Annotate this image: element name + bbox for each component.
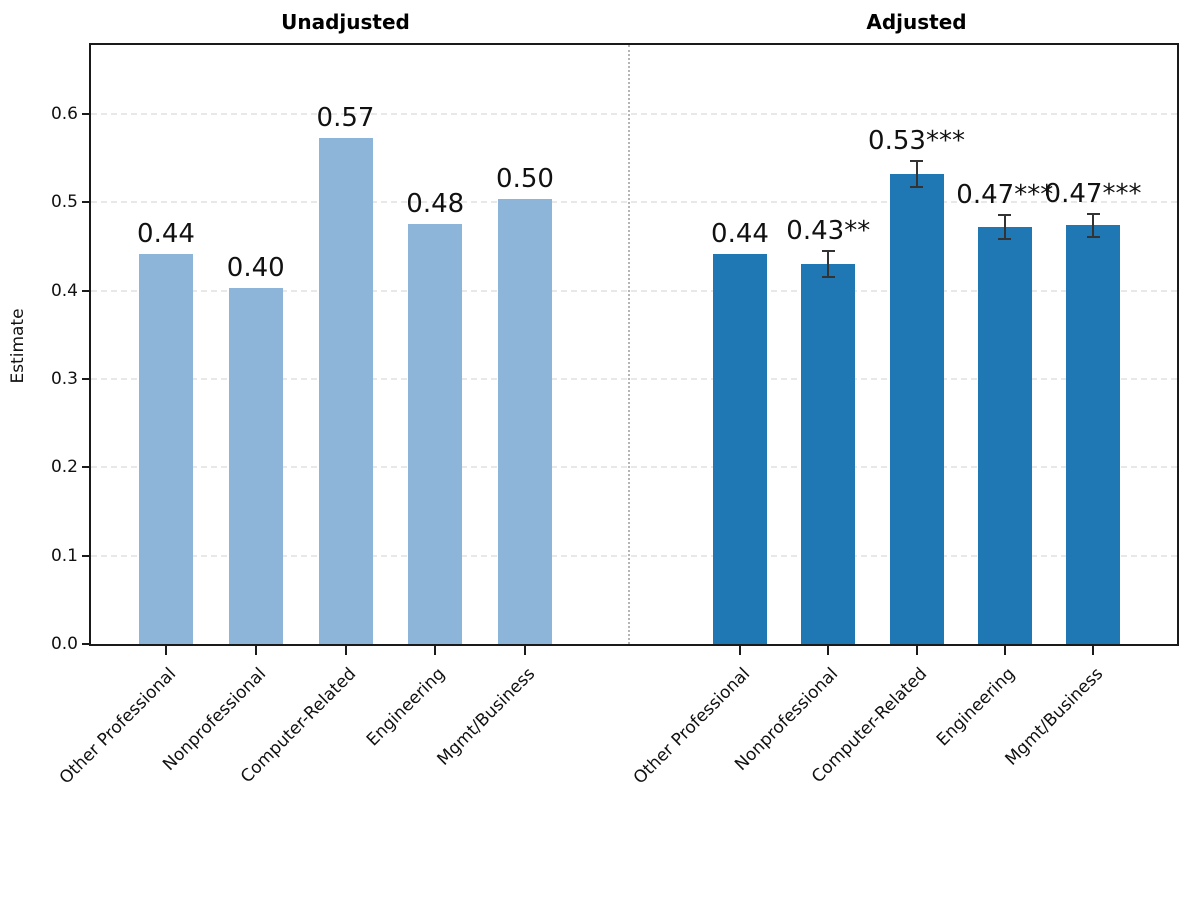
y-tick-mark	[82, 466, 91, 469]
y-tick-mark	[82, 201, 91, 204]
error-bar-cap-bottom	[998, 238, 1012, 241]
error-bar-line	[915, 160, 918, 188]
y-tick-label: 0.3	[50, 369, 78, 389]
bar-chart-figure: Unadjusted Adjusted Estimate 0.0 0.1 0.2 0.…	[8, 10, 1179, 788]
error-bar-line	[827, 250, 830, 278]
bar-value-label: 0.48	[406, 188, 465, 219]
gridline-0.1	[91, 554, 1177, 557]
bar-unadjusted-5	[498, 198, 552, 644]
error-bar-cap-bottom	[1086, 235, 1100, 238]
y-tick-mark	[82, 113, 91, 115]
y-tick-label: 0.0	[50, 634, 78, 654]
bar-value-label: 0.47***	[956, 179, 1054, 210]
y-tick-label: 0.2	[50, 457, 78, 478]
y-tick-label: 0.5	[50, 192, 78, 213]
bar-value-label: 0.44	[137, 219, 195, 250]
bar-value-label: 0.44	[711, 219, 769, 250]
bar-value-label: 0.47***	[1044, 178, 1142, 209]
bar-adjusted-5	[1066, 225, 1120, 644]
x-tick-mark	[1092, 646, 1094, 655]
bar-value-label: 0.57	[316, 102, 375, 133]
y-tick-mark	[82, 554, 91, 557]
y-tick-mark	[82, 643, 91, 645]
bar-unadjusted-3	[318, 137, 373, 644]
error-bar-cap-bottom	[910, 186, 923, 189]
bar-value-label: 0.40	[226, 253, 285, 284]
bar-unadjusted-2	[228, 288, 283, 644]
gridline-0.3	[91, 378, 1177, 380]
bar-value-label: 0.50	[496, 163, 554, 194]
bar-adjusted-1	[713, 254, 767, 644]
bar-unadjusted-4	[408, 223, 463, 644]
bar-unadjusted-1	[139, 254, 193, 644]
bar-adjusted-3	[889, 174, 944, 644]
bar-adjusted-4	[977, 227, 1032, 644]
x-tick-mark	[827, 646, 830, 655]
y-tick-label: 0.4	[50, 280, 78, 301]
panel-title-adjusted: Adjusted	[866, 10, 967, 34]
error-bar-cap-top	[821, 249, 835, 252]
panel-title-unadjusted: Unadjusted	[281, 10, 410, 34]
gridline-0.2	[91, 466, 1177, 469]
gridline-0.4	[91, 289, 1177, 292]
error-bar-cap-top	[910, 159, 923, 162]
gridline-0.6	[91, 113, 1177, 115]
x-tick-mark	[165, 646, 167, 655]
gridline-0.5	[91, 201, 1177, 204]
error-bar-cap-top	[998, 213, 1012, 216]
panel-divider-line	[628, 45, 630, 644]
error-bar-line	[1003, 214, 1006, 240]
x-tick-mark	[344, 646, 347, 655]
x-tick-mark	[739, 646, 741, 655]
x-tick-mark	[1003, 646, 1006, 655]
x-tick-mark	[915, 646, 918, 655]
y-tick-mark	[82, 378, 91, 380]
y-tick-mark	[82, 289, 91, 292]
x-tick-mark	[254, 646, 257, 655]
bar-value-label: 0.43**	[786, 215, 871, 246]
error-bar-cap-top	[1086, 212, 1100, 215]
x-tick-mark	[434, 646, 437, 655]
x-tick-mark	[524, 646, 526, 655]
bar-adjusted-2	[801, 264, 856, 644]
bar-value-label: 0.53***	[868, 125, 965, 156]
error-bar-line	[1092, 213, 1094, 237]
y-tick-label: 0.6	[50, 104, 78, 124]
error-bar-cap-bottom	[821, 276, 835, 279]
y-tick-label: 0.1	[50, 545, 78, 566]
